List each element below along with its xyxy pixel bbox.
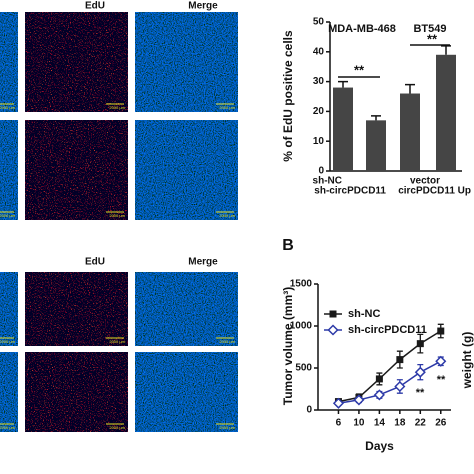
marker [437,327,445,335]
x-tick-label: 14 [374,418,386,429]
microscopy-image [0,12,18,112]
scale-label: 2000 μm [219,213,235,218]
scale-label: 2000 μm [0,213,16,218]
significance: ** [354,62,365,77]
y-tick-label: 1000 [290,321,313,332]
marker [353,394,365,406]
legend-label: sh-NC [348,308,380,320]
series-line [338,360,442,405]
x-tick-label: sh-circPDCD11 [314,186,386,197]
legend-marker [329,310,337,318]
microscopy-image [135,12,238,112]
column-header: EdU [85,257,105,268]
error-bar [371,115,381,121]
scale-label: 2000 μm [109,339,125,344]
x-axis-label: Days [365,439,394,453]
significance: ** [416,387,425,399]
microscopy-image [0,352,18,432]
x-tick-label: 6 [336,418,342,429]
y-tick-label: 0 [306,405,312,416]
bar [400,93,420,171]
bar [366,120,386,171]
scale-label: 2000 μm [109,213,125,218]
significance: ** [437,374,446,386]
y-tick-label: 0 [318,166,324,177]
error-bar [441,45,451,55]
group-label: MDA-MB-468 [328,23,396,35]
y-axis-label: % of EdU positive cells [281,30,295,162]
significance: ** [427,31,438,46]
scale-label: 2000 μm [219,105,235,110]
marker [414,366,426,378]
x-tick-label: circPDCD11 Up [398,186,471,197]
marker [435,355,447,367]
group-label: BT549 [413,23,446,35]
y-tick-label: 10 [313,136,325,147]
column-header: EdU [85,1,105,12]
legend-label: sh-circPDCD11 [348,324,427,336]
marker [396,356,404,364]
x-tick-label: vector [410,176,440,187]
y-tick-label: 30 [313,76,325,87]
marker [416,340,424,348]
x-tick-label: 26 [435,418,447,429]
y-tick-label: 500 [295,363,312,374]
x-tick-label: 22 [415,418,427,429]
marker [373,389,385,401]
scale-label: 2000 μm [0,339,16,344]
microscopy-image [25,352,128,432]
marker [394,380,406,393]
scale-label: 2000 μm [0,425,16,430]
cropped-axis-label: weight (g) [460,332,474,390]
microscopy-image [25,12,128,112]
microscopy-image [25,120,128,220]
scale-label: 2000 μm [219,425,235,430]
error-bar [405,83,415,94]
x-tick-label: 10 [353,418,365,429]
bar [436,54,456,171]
y-tick-label: 1500 [290,279,313,290]
microscopy-panels: 2000 μm 2000 μm 2000 μm 2000 μm 2000 μm 2000 … [0,12,238,432]
microscopy-image [135,120,238,220]
x-tick-label: sh-NC [313,176,342,187]
scale-label: 2000 μm [109,105,125,110]
marker [332,397,345,409]
error-bar [338,80,348,88]
legend-marker [327,324,339,336]
marker [375,375,383,383]
scale-label: 2000 μm [219,339,235,344]
bar [333,87,353,171]
microscopy-image [25,272,128,346]
scale-label: 2000 μm [0,105,16,110]
microscopy-image [135,272,238,346]
column-header: Merge [188,257,218,268]
y-tick-label: 20 [313,106,325,117]
y-axis-label: Tumor volume (mm³) [281,287,295,405]
y-tick-label: 50 [313,17,325,28]
column-header: Merge [188,1,218,12]
scale-label: 2000 μm [109,425,125,430]
x-tick-label: 18 [394,418,406,429]
microscopy-image [0,272,18,346]
panel-label: B [282,237,294,254]
microscopy-image [135,352,238,432]
microscopy-image [0,120,18,220]
y-tick-label: 40 [313,46,325,57]
